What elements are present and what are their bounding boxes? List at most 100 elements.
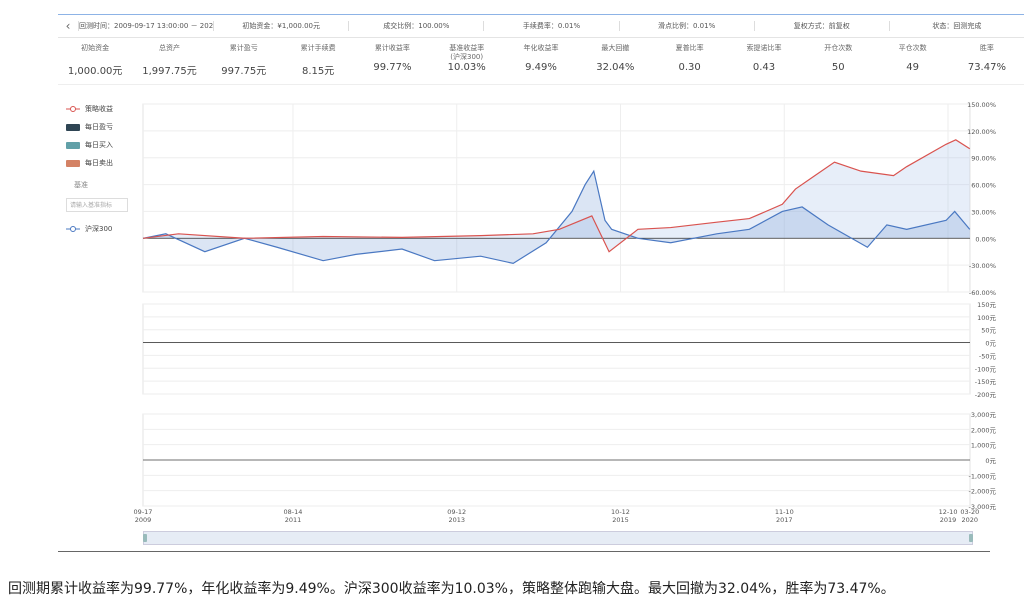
x-tick-label: 08-14	[284, 508, 303, 516]
line-marker-icon	[66, 226, 80, 232]
chevron-left-icon[interactable]: ‹	[65, 19, 71, 33]
legend-label: 每日买入	[85, 141, 113, 149]
daily-pnl-y-tick: 150元	[977, 301, 996, 309]
x-tick-label: 2017	[776, 516, 793, 524]
daily-pnl-y-tick: -200元	[975, 391, 997, 399]
stat-item: 开仓次数 50	[801, 38, 875, 82]
info-slippage: 滑点比例：0.01%	[618, 21, 754, 31]
stat-label: 累计收益率	[374, 44, 410, 52]
divider	[58, 84, 1024, 85]
returns-y-tick: 150.00%	[967, 101, 996, 109]
stat-item: 索提诺比率 0.43	[727, 38, 801, 82]
x-tick-label: 03-20	[960, 508, 979, 516]
legend-label: 每日盈亏	[85, 123, 113, 131]
legend-daily-sell[interactable]: 每日卖出	[66, 154, 132, 172]
stat-value: 73.47%	[967, 62, 1006, 73]
slider-handle-right[interactable]	[969, 534, 973, 542]
x-tick-label: 10-12	[611, 508, 630, 516]
legend-benchmark[interactable]: 沪深300	[66, 220, 132, 238]
legend-daily-pnl[interactable]: 每日盈亏	[66, 118, 132, 136]
stat-label: 基准收益率 (沪深300)	[449, 44, 485, 61]
stat-item: 累计收益率 99.77%	[355, 38, 429, 82]
returns-y-tick: 0.00%	[975, 235, 996, 243]
stat-value: 1,997.75元	[142, 66, 197, 77]
slider-handle-left[interactable]	[143, 534, 147, 542]
backtest-chart[interactable]: 150.00% 120.00% 90.00% 60.00% 30.00% 0.00% -30…	[130, 96, 1000, 528]
stats-row: 初始资金 1,000.00元 总资产 1,997.75元 累计盈亏 997.75元 累计手续…	[58, 38, 1024, 82]
stat-value: 1,000.00元	[67, 66, 123, 77]
returns-y-tick: 120.00%	[967, 128, 996, 136]
stat-value: 8.15元	[301, 66, 335, 77]
returns-y-tick: -30.00%	[969, 262, 996, 270]
stat-item: 年化收益率 9.49%	[504, 38, 578, 82]
stat-item: 累计手续费 8.15元	[281, 38, 355, 82]
stat-item: 总资产 1,997.75元	[132, 38, 206, 82]
divider	[58, 551, 990, 552]
buy-sell-y-tick: 0元	[985, 457, 996, 465]
buy-sell-y-tick: -2,000元	[969, 488, 997, 496]
line-marker-icon	[66, 106, 80, 112]
daily-pnl-y-tick: 50元	[981, 327, 996, 335]
x-tick-label: 2013	[448, 516, 465, 524]
stat-label: 总资产	[158, 44, 180, 52]
info-fill-ratio: 成交比例：100.00%	[348, 21, 483, 31]
stat-value: 32.04%	[596, 62, 635, 73]
legend-label: 沪深300	[85, 225, 113, 233]
stat-value: 99.77%	[373, 62, 412, 73]
buy-sell-y-tick: 2,000元	[971, 426, 997, 434]
daily-pnl-y-tick: -100元	[975, 365, 997, 373]
legend-strategy[interactable]: 策略收益	[66, 100, 132, 118]
legend-label: 策略收益	[85, 105, 113, 113]
series-strategy-line	[142, 139, 971, 253]
legend-daily-buy[interactable]: 每日买入	[66, 136, 132, 154]
buy-sell-y-tick: -1,000元	[969, 472, 997, 480]
stat-value: 997.75元	[221, 66, 267, 77]
stat-value: 10.03%	[447, 62, 486, 73]
stat-item: 基准收益率 (沪深300) 10.03%	[430, 38, 504, 82]
backtest-info-bar: ‹ 回测时间：2009-09-17 13:00:00 － 2020-03-21 …	[58, 14, 1024, 38]
stat-label: 夏普比率	[675, 44, 704, 52]
stat-label: 初始资金	[81, 44, 110, 52]
stat-value: 50	[831, 62, 845, 73]
area-fill	[143, 171, 970, 264]
daily-pnl-frame	[142, 303, 971, 395]
stat-label: 年化收益率	[523, 44, 559, 52]
buy-sell-y-tick: -3,000元	[969, 503, 997, 511]
x-tick-label: 2009	[135, 516, 152, 524]
stat-item: 胜率 73.47%	[950, 38, 1024, 82]
info-status: 状态：回测完成	[888, 21, 1024, 31]
returns-y-tick: 60.00%	[971, 182, 996, 190]
daily-pnl-y-tick: -50元	[979, 352, 997, 360]
stat-label: 索提诺比率	[746, 44, 782, 52]
benchmark-input[interactable]: 请输入基准指标	[66, 198, 128, 212]
buy-sell-y-tick: 3,000元	[971, 411, 997, 419]
returns-y-tick: 30.00%	[971, 208, 996, 216]
stat-label: 累计盈亏	[229, 44, 258, 52]
returns-y-tick: 90.00%	[971, 155, 996, 163]
daily-pnl-y-tick: 100元	[977, 314, 996, 322]
info-backtest-time: 回测时间：2009-09-17 13:00:00 － 2020-03-21 15…	[78, 21, 214, 31]
legend-swatch	[66, 123, 80, 131]
stat-value: 9.49%	[525, 62, 557, 73]
x-tick-label: 12-10	[939, 508, 958, 516]
stat-label: 最大回撤	[601, 44, 630, 52]
info-fee-rate: 手续费率：0.01%	[483, 21, 618, 31]
stat-value: 0.30	[678, 62, 701, 73]
stat-label: 开仓次数	[824, 44, 853, 52]
benchmark-header: 基准	[74, 181, 88, 189]
stat-label: 累计手续费	[300, 44, 336, 52]
series-benchmark-line	[142, 169, 971, 264]
stat-item: 夏普比率 0.30	[653, 38, 727, 82]
stat-value: 49	[906, 62, 919, 73]
x-tick-label: 2015	[612, 516, 629, 524]
returns-y-tick: -60.00%	[969, 289, 996, 297]
legend-swatch	[66, 141, 80, 149]
buy-sell-y-tick: 1,000元	[971, 442, 997, 450]
area-fill	[143, 139, 970, 252]
stat-item: 平仓次数 49	[875, 38, 949, 82]
time-range-slider[interactable]	[143, 531, 973, 545]
stat-value: 0.43	[752, 62, 776, 73]
info-adjust-mode: 复权方式：前复权	[753, 21, 889, 31]
chart-legend: 策略收益 每日盈亏 每日买入 每日卖出 基准 请输入基准指标 沪深300	[66, 100, 132, 238]
stat-label: 胜率	[979, 44, 994, 52]
